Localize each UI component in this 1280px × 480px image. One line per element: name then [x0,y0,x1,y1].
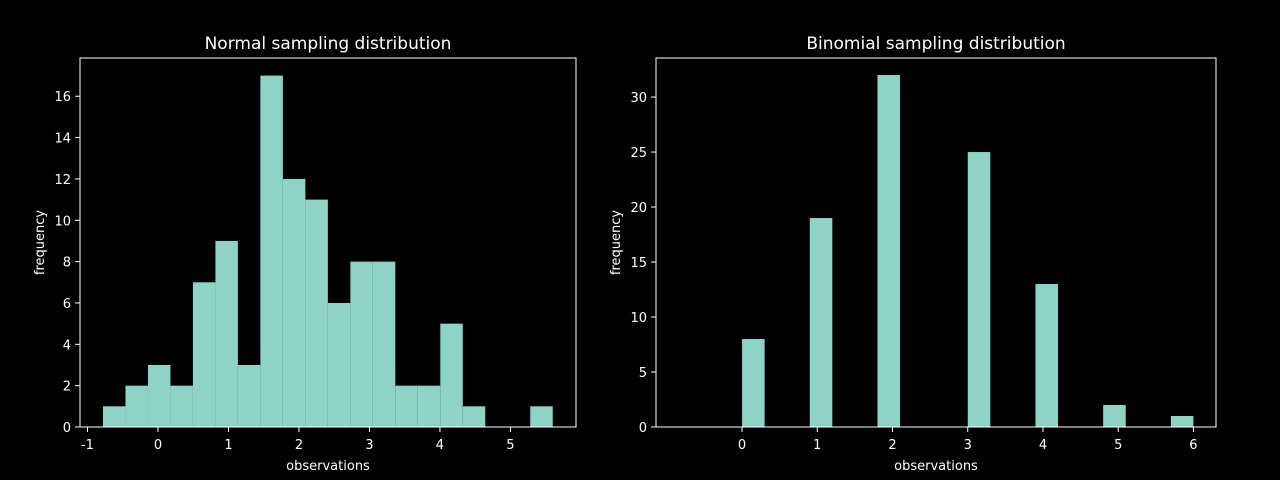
chart-title: Binomial sampling distribution [806,34,1065,54]
bar [967,152,991,427]
bar [440,323,463,427]
y-tick-label: 6 [63,297,71,312]
x-axis-label: observations [894,459,978,474]
x-tick-label: 3 [964,438,972,453]
x-tick-label: 4 [1039,438,1047,453]
y-tick-label: 12 [54,173,71,188]
bar [170,385,193,427]
y-tick-label: 5 [639,366,647,381]
bar [282,178,306,427]
y-tick-label: 0 [639,421,647,436]
axis-frame [655,57,1217,428]
bar [147,364,171,427]
bar [125,385,148,427]
y-tick-label: 15 [630,256,647,271]
bar [1170,416,1194,427]
bar [192,282,216,427]
y-tick-label: 25 [630,146,647,161]
y-tick-label: 10 [630,311,647,326]
x-axis-label: observations [286,459,370,474]
bar [395,385,418,427]
bar [809,218,833,427]
x-tick-label: 6 [1189,438,1197,453]
bar [305,199,328,427]
bar [530,406,553,427]
x-tick-label: 3 [365,438,373,453]
bar [350,261,373,427]
y-tick-label: 8 [63,256,71,271]
x-tick-label: 2 [888,438,896,453]
bar [877,75,901,427]
y-tick-label: 30 [630,91,647,106]
y-tick-label: 14 [54,132,71,147]
bar [742,339,765,427]
bar [102,406,126,427]
y-axis-label: frequency [33,210,48,276]
chart-title: Normal sampling distribution [205,34,452,54]
y-tick-label: 10 [54,214,71,229]
x-tick-label: 0 [154,438,162,453]
bar [462,406,486,427]
bar [417,385,441,427]
axis-frame [79,57,577,428]
bar [1103,405,1126,427]
bar [237,364,261,427]
bar [260,75,283,428]
x-tick-label: 1 [813,438,821,453]
x-tick-label: 0 [738,438,746,453]
x-tick-label: 5 [1114,438,1122,453]
y-tick-label: 2 [63,380,71,395]
bar [372,261,396,427]
y-tick-label: 20 [630,201,647,216]
x-tick-label: 2 [295,438,303,453]
y-tick-label: 16 [54,90,71,105]
bar [327,302,351,427]
x-tick-label: 4 [436,438,444,453]
bar [215,240,238,427]
y-tick-label: 0 [63,421,71,436]
x-tick-label: 1 [224,438,232,453]
y-tick-label: 4 [63,338,71,353]
x-tick-label: 5 [506,438,514,453]
y-axis-label: frequency [609,210,624,276]
x-tick-label: -1 [81,438,94,453]
bar [1035,284,1059,427]
